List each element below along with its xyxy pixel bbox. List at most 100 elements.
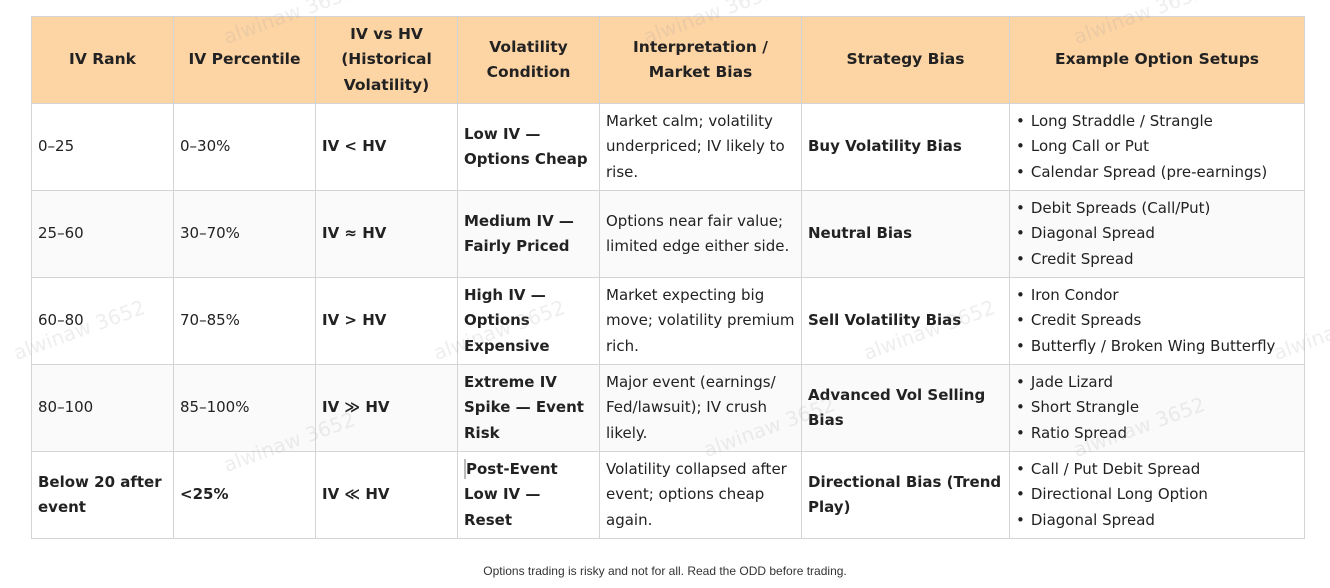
setup-item: Butterfly / Broken Wing Butterfly (1016, 334, 1298, 360)
cell-text: IV ≫ HV (322, 398, 390, 417)
cell-text: Options near fair value; limited edge ei… (606, 211, 790, 256)
table-cell: 60–80 (31, 277, 174, 365)
table-cell: Market calm; volatility underpriced; IV … (599, 103, 802, 191)
setup-item: Calendar Spread (pre-earnings) (1016, 160, 1298, 186)
table-cell: 25–60 (31, 190, 174, 278)
condition-text: Extreme IV Spike — Event Risk (464, 372, 584, 442)
volatility-table: IV Rank IV Percentile IV vs HV (Historical… (31, 16, 1305, 539)
table-cell: IV < HV (315, 103, 458, 191)
table-cell: Major event (earnings/ Fed/lawsuit); IV … (599, 364, 802, 452)
setup-list: Long Straddle / StrangleLong Call or Put… (1016, 109, 1298, 186)
setup-item: Ratio Spread (1016, 421, 1298, 447)
table-cell: Medium IV — Fairly Priced (457, 190, 600, 278)
table-row: 0–25 0–30% IV < HV Low IV — Options Cheap Ma… (31, 103, 1305, 191)
condition-text: Medium IV — Fairly Priced (464, 211, 574, 256)
cell-text: Directional Bias (Trend Play) (808, 472, 1002, 517)
setup-item: Iron Condor (1016, 283, 1298, 309)
setup-item: Diagonal Spread (1016, 508, 1298, 534)
column-header: IV Rank (31, 16, 174, 104)
column-header: Example Option Setups (1009, 16, 1305, 104)
table-row: 80–100 85–100% IV ≫ HV Extreme IV Spike — E… (31, 364, 1305, 452)
cell-text: Buy Volatility Bias (808, 137, 962, 156)
condition-text: Low IV — Options Cheap (464, 124, 588, 169)
table-cell: Extreme IV Spike — Event Risk (457, 364, 600, 452)
cell-text: 60–80 (38, 311, 84, 330)
condition-text: Post-Event Low IV — Reset (464, 459, 558, 529)
table-cell: Low IV — Options Cheap (457, 103, 600, 191)
cell-text: 30–70% (180, 224, 240, 243)
table-cell: Post-Event Low IV — Reset (457, 451, 600, 539)
setup-item: Long Straddle / Strangle (1016, 109, 1298, 135)
setup-item: Credit Spreads (1016, 308, 1298, 334)
table-cell: 0–30% (173, 103, 316, 191)
setup-item: Directional Long Option (1016, 482, 1298, 508)
setup-item: Short Strangle (1016, 395, 1298, 421)
table-row: Below 20 after event <25% IV ≪ HV Post-Even… (31, 451, 1305, 539)
cell-text: <25% (180, 485, 229, 504)
table-cell: High IV — Options Expensive (457, 277, 600, 365)
table-cell: 30–70% (173, 190, 316, 278)
setup-item: Call / Put Debit Spread (1016, 457, 1298, 483)
table-cell: 85–100% (173, 364, 316, 452)
table-cell: <25% (173, 451, 316, 539)
cell-text: 80–100 (38, 398, 94, 417)
setup-list: Iron CondorCredit SpreadsButterfly / Bro… (1016, 283, 1298, 360)
setup-list: Jade LizardShort StrangleRatio Spread (1016, 370, 1298, 447)
cell-text: 70–85% (180, 311, 240, 330)
table-cell: 0–25 (31, 103, 174, 191)
cell-text: Below 20 after event (38, 472, 162, 517)
table-cell: 80–100 (31, 364, 174, 452)
cell-text: IV ≈ HV (322, 224, 387, 243)
cell-text: IV ≪ HV (322, 485, 390, 504)
table-cell: Call / Put Debit SpreadDirectional Long … (1009, 451, 1305, 539)
setup-list: Debit Spreads (Call/Put)Diagonal SpreadC… (1016, 196, 1298, 273)
cell-text: Advanced Vol Selling Bias (808, 385, 986, 430)
header-row: IV Rank IV Percentile IV vs HV (Historical… (31, 16, 1305, 104)
table-cell: 70–85% (173, 277, 316, 365)
cell-text: IV < HV (322, 137, 387, 156)
table-cell: Debit Spreads (Call/Put)Diagonal SpreadC… (1009, 190, 1305, 278)
column-header: Interpretation / Market Bias (599, 16, 802, 104)
cell-text: Market calm; volatility underpriced; IV … (606, 111, 785, 181)
table-cell: Market expecting big move; volatility pr… (599, 277, 802, 365)
footer: Options trading is risky and not for all… (483, 564, 847, 578)
table-cell: Buy Volatility Bias (801, 103, 1010, 191)
setup-item: Jade Lizard (1016, 370, 1298, 396)
table-row: 25–60 30–70% IV ≈ HV Medium IV — Fairly Pri… (31, 190, 1305, 278)
table-row: 60–80 70–85% IV > HV High IV — Options Expe… (31, 277, 1305, 365)
cell-text: Major event (earnings/ Fed/lawsuit); IV … (606, 372, 776, 442)
column-header: IV vs HV (Historical Volatility) (315, 16, 458, 104)
table-cell: Directional Bias (Trend Play) (801, 451, 1010, 539)
table-cell: Advanced Vol Selling Bias (801, 364, 1010, 452)
cell-text: 85–100% (180, 398, 250, 417)
table-cell: IV ≈ HV (315, 190, 458, 278)
condition-dot (464, 458, 466, 479)
cell-text: 0–25 (38, 137, 75, 156)
table-cell: Iron CondorCredit SpreadsButterfly / Bro… (1009, 277, 1305, 365)
table-cell: Long Straddle / StrangleLong Call or Put… (1009, 103, 1305, 191)
table-cell: Sell Volatility Bias (801, 277, 1010, 365)
table-body: 0–25 0–30% IV < HV Low IV — Options Cheap Ma… (31, 103, 1305, 539)
setup-item: Diagonal Spread (1016, 221, 1298, 247)
table-cell: Volatility collapsed after event; option… (599, 451, 802, 539)
column-header: Volatility Condition (457, 16, 600, 104)
cell-text: IV > HV (322, 311, 387, 330)
table-cell: Neutral Bias (801, 190, 1010, 278)
cell-text: 25–60 (38, 224, 84, 243)
setup-item: Credit Spread (1016, 247, 1298, 273)
table-cell: Below 20 after event (31, 451, 174, 539)
setup-item: Long Call or Put (1016, 134, 1298, 160)
table-cell: IV ≪ HV (315, 451, 458, 539)
table-cell: IV ≫ HV (315, 364, 458, 452)
condition-text: High IV — Options Expensive (464, 285, 550, 355)
cell-text: Market expecting big move; volatility pr… (606, 285, 795, 355)
table-cell: Jade LizardShort StrangleRatio Spread (1009, 364, 1305, 452)
table-cell: Options near fair value; limited edge ei… (599, 190, 802, 278)
setup-item: Debit Spreads (Call/Put) (1016, 196, 1298, 222)
cell-text: Volatility collapsed after event; option… (606, 459, 787, 529)
cell-text: Sell Volatility Bias (808, 311, 962, 330)
cell-text: Neutral Bias (808, 224, 913, 243)
table-cell: IV > HV (315, 277, 458, 365)
column-header: Strategy Bias (801, 16, 1010, 104)
cell-text: 0–30% (180, 137, 231, 156)
